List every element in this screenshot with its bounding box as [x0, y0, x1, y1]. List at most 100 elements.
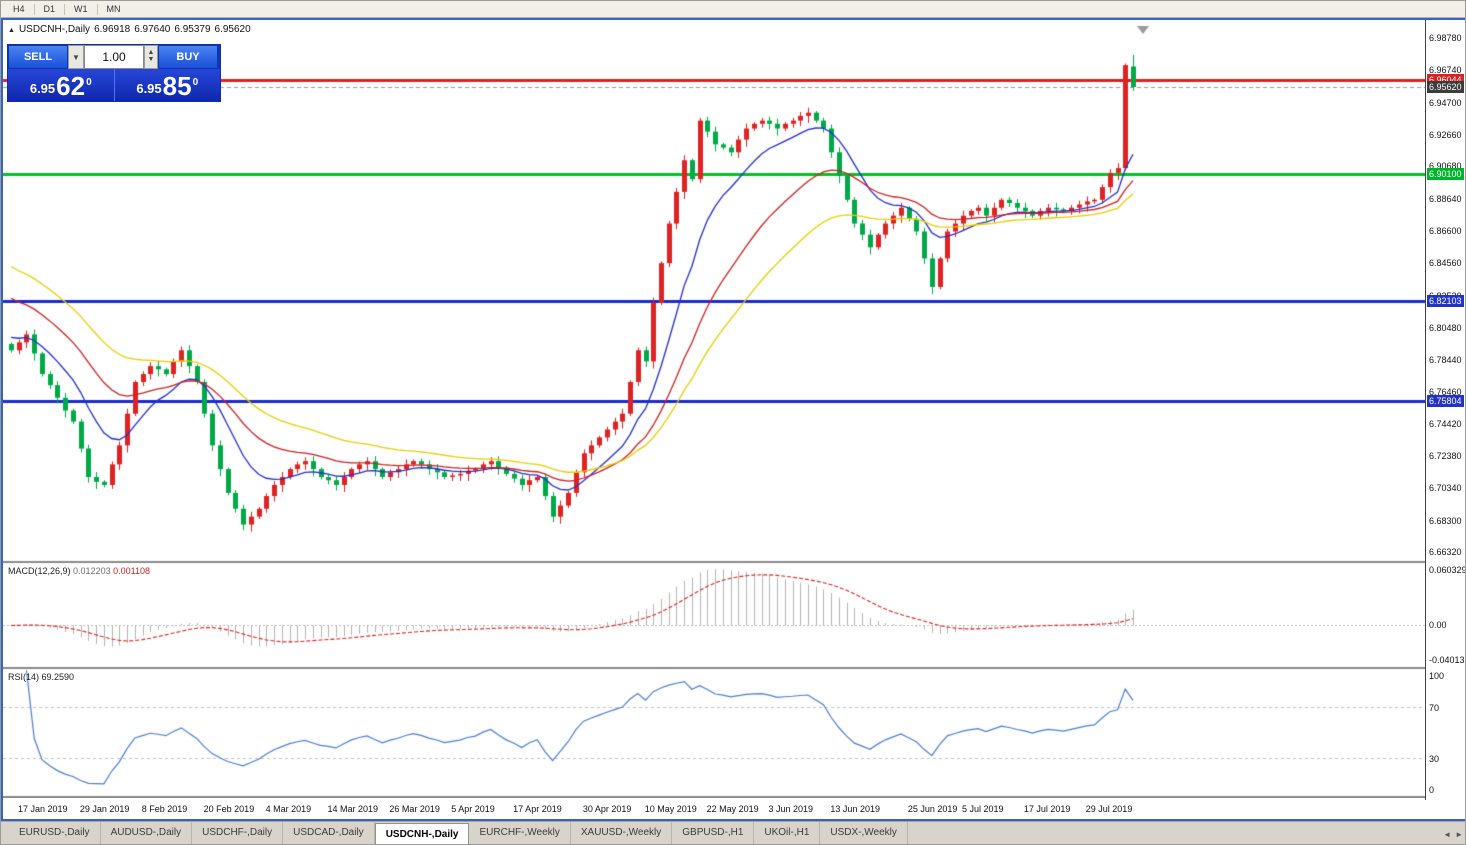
- chart-header: ▲ USDCNH-,Daily 6.96918 6.97640 6.95379 6.956…: [8, 24, 255, 35]
- chart-window: ▲ USDCNH-,Daily 6.96918 6.97640 6.95379 6.956…: [1, 18, 1465, 821]
- ask-price: 6.95 85 0: [115, 69, 221, 101]
- chart-tab-xauusd-weekly[interactable]: XAUUSD-,Weekly: [571, 822, 673, 844]
- rsi-axis-label: 100: [1429, 671, 1445, 681]
- macd-label: MACD(12,26,9) 0.012203 0.001108: [8, 566, 150, 576]
- price-axis-label: 6.84560: [1429, 258, 1462, 269]
- bid-sup: 0: [86, 77, 92, 88]
- chart-tab-bar: EURUSD-,Daily AUDUSD-,Daily USDCHF-,Daily U…: [1, 821, 1465, 844]
- price-axis-label: 6.68300: [1429, 515, 1462, 526]
- date-axis-label: 5 Apr 2019: [451, 804, 495, 814]
- rsi-label: RSI(14) 69.2590: [8, 672, 74, 682]
- timeframe-h4-button[interactable]: H4: [6, 2, 32, 16]
- date-axis-label: 10 May 2019: [644, 804, 697, 814]
- bid-base: 6.95: [29, 81, 56, 96]
- price-axis-label: 6.74420: [1429, 418, 1462, 429]
- price-axis-label: 6.70340: [1429, 483, 1462, 494]
- volume-dropdown-button[interactable]: ▼: [68, 45, 84, 69]
- chart-tabs: EURUSD-,Daily AUDUSD-,Daily USDCHF-,Daily U…: [1, 822, 908, 844]
- symbol-icon: ▲: [8, 27, 15, 34]
- chart-tab-usdx-weekly[interactable]: USDX-,Weekly: [820, 822, 908, 844]
- tab-scroll-right-icon[interactable]: ►: [1455, 830, 1463, 839]
- date-axis-label: 29 Jul 2019: [1085, 804, 1133, 814]
- sell-button[interactable]: SELL: [8, 45, 68, 69]
- macd-name: MACD(12,26,9): [8, 566, 71, 576]
- date-axis-label: 26 Mar 2019: [389, 804, 440, 814]
- ohlc-high: 6.97640: [134, 24, 171, 35]
- chart-tab-usdcad-daily[interactable]: USDCAD-,Daily: [283, 822, 375, 844]
- ohlc-open: 6.96918: [94, 24, 131, 35]
- price-axis-label: 6.92660: [1429, 129, 1462, 140]
- price-line-badge: 6.95620: [1427, 81, 1464, 93]
- stepper-up-icon: ▲: [147, 49, 155, 56]
- chevron-down-icon: ▼: [72, 52, 80, 62]
- date-axis-label: 20 Feb 2019: [203, 804, 255, 814]
- chart-symbol-label: USDCNH-,Daily: [18, 24, 91, 35]
- macd-signal-value: 0.001108: [113, 566, 150, 576]
- price-line-badge: 6.82103: [1427, 295, 1464, 308]
- timeframe-mn-button[interactable]: MN: [100, 2, 128, 16]
- price-axis-label: 6.96740: [1429, 65, 1462, 76]
- price-axis-label: 6.90680: [1429, 161, 1462, 172]
- volume-input[interactable]: [84, 45, 144, 69]
- toolbar-separator: [64, 3, 66, 15]
- chart-tab-usdchf-daily[interactable]: USDCHF-,Daily: [192, 822, 284, 844]
- chart-tab-ukoil-h1[interactable]: UKOil-,H1: [754, 822, 821, 844]
- date-axis-label: 17 Jan 2019: [17, 804, 68, 814]
- time-axis[interactable]: 17 Jan 2019 29 Jan 2019 8 Feb 2019 20 Feb 2…: [3, 798, 1425, 819]
- bid-big: 62: [56, 71, 86, 101]
- chart-tab-eurchf-weekly[interactable]: EURCHF-,Weekly: [469, 822, 571, 844]
- timeframe-w1-button[interactable]: W1: [67, 2, 95, 16]
- ask-sup: 0: [192, 77, 199, 88]
- rsi-axis-label: 30: [1429, 753, 1440, 764]
- macd-axis-label: 0.00: [1429, 620, 1447, 631]
- price-axis-label: 6.66320: [1429, 547, 1462, 558]
- chart-tab-audusd-daily[interactable]: AUDUSD-,Daily: [101, 822, 193, 844]
- chart-tab-eurusd-daily[interactable]: EURUSD-,Daily: [9, 822, 101, 844]
- price-axis[interactable]: 6.98780 6.96740 6.94700 6.92660 6.90680 6.886…: [1425, 20, 1465, 800]
- price-chart-canvas[interactable]: [3, 20, 1425, 798]
- price-line-badge: 6.90100: [1427, 168, 1464, 181]
- timeframe-d1-button[interactable]: D1: [37, 2, 63, 16]
- price-axis-label: 6.98780: [1429, 32, 1462, 43]
- ask-base: 6.95: [136, 81, 162, 96]
- price-axis-label: 6.94700: [1429, 97, 1462, 108]
- volume-stepper[interactable]: ▲ ▼: [144, 45, 158, 69]
- date-axis-label: 13 Jun 2019: [830, 804, 880, 814]
- date-axis-label: 30 Apr 2019: [582, 804, 632, 814]
- date-axis-label: 22 May 2019: [706, 804, 759, 814]
- date-axis-label: 5 Jul 2019: [961, 804, 1004, 814]
- chart-tab-gbpusd-h1[interactable]: GBPUSD-,H1: [672, 822, 755, 844]
- price-axis-label: 6.88640: [1429, 193, 1462, 204]
- date-axis-label: 17 Jul 2019: [1023, 804, 1071, 814]
- ohlc-close: 6.95620: [214, 24, 251, 35]
- date-axis-label: 8 Feb 2019: [141, 804, 188, 814]
- price-axis-label: 6.72380: [1429, 451, 1462, 462]
- rsi-axis-label: 0: [1429, 785, 1435, 795]
- ask-big: 85: [162, 71, 192, 101]
- stepper-down-icon: ▼: [147, 56, 155, 63]
- buy-button[interactable]: BUY: [158, 45, 218, 69]
- date-axis-label: 14 Mar 2019: [327, 804, 379, 814]
- tab-scroll-controls: ◄ ►: [1443, 822, 1463, 844]
- chart-tab-usdcnh-daily[interactable]: USDCNH-,Daily: [374, 823, 470, 844]
- ohlc-low: 6.95379: [174, 24, 211, 35]
- date-axis-label: 17 Apr 2019: [513, 804, 562, 814]
- price-axis-label: 6.86600: [1429, 225, 1462, 236]
- price-axis-label: 6.76460: [1429, 386, 1462, 397]
- toolbar-separator: [96, 3, 98, 15]
- macd-main-value: 0.012203: [73, 566, 111, 576]
- price-axis-label: 6.78440: [1429, 355, 1462, 366]
- date-axis-label: 25 Jun 2019: [907, 804, 958, 814]
- macd-axis-label: 0.060329: [1429, 565, 1466, 575]
- date-axis-label: 3 Jun 2019: [768, 804, 814, 814]
- rsi-name: RSI(14): [8, 672, 40, 682]
- date-axis-label: 29 Jan 2019: [79, 804, 130, 814]
- price-divider: [113, 69, 115, 101]
- date-axis-label: 4 Mar 2019: [265, 804, 312, 814]
- tab-scroll-left-icon[interactable]: ◄: [1443, 830, 1452, 839]
- bid-price: 6.95 62 0: [8, 69, 114, 101]
- toolbar-separator: [33, 3, 35, 15]
- price-axis-label: 6.80480: [1429, 322, 1462, 333]
